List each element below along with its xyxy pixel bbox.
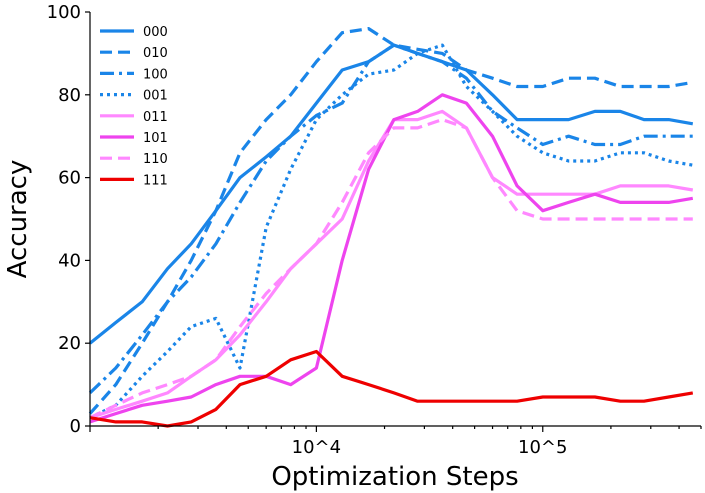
y-tick-label: 40 [58,250,81,271]
series-line-100 [88,43,693,395]
y-tick-label: 100 [47,2,81,23]
legend-label-100: 100 [143,67,168,82]
y-axis-title: Accuracy [3,160,33,279]
legend-label-000: 000 [143,25,168,40]
y-tick-label: 80 [58,85,81,106]
series-line-101 [89,93,694,424]
legend-label-010: 010 [143,46,168,61]
legend-label-111: 111 [143,173,168,188]
series-line-001 [89,43,694,420]
series-line-010 [88,27,694,415]
x-ticks: 10^4 10^5 [89,426,702,458]
x-tick-label: 10^4 [292,437,341,458]
axes [89,12,701,427]
y-tick-label: 20 [58,333,81,354]
plot-lines [88,27,694,428]
legend-label-101: 101 [143,131,168,146]
x-axis-title: Optimization Steps [271,462,518,492]
series-line-110 [89,117,693,420]
legend-label-110: 110 [143,152,168,167]
y-ticks: 0 20 40 60 80 100 [47,2,90,437]
x-tick-label: 10^5 [518,437,567,458]
series-line-111 [89,349,694,428]
legend: 000 010 100 001 011 101 110 111 [100,25,168,188]
y-tick-label: 60 [58,168,81,189]
legend-label-001: 001 [143,89,168,104]
series-line-000 [88,43,694,345]
y-tick-label: 0 [70,416,81,437]
legend-label-011: 011 [143,110,168,125]
